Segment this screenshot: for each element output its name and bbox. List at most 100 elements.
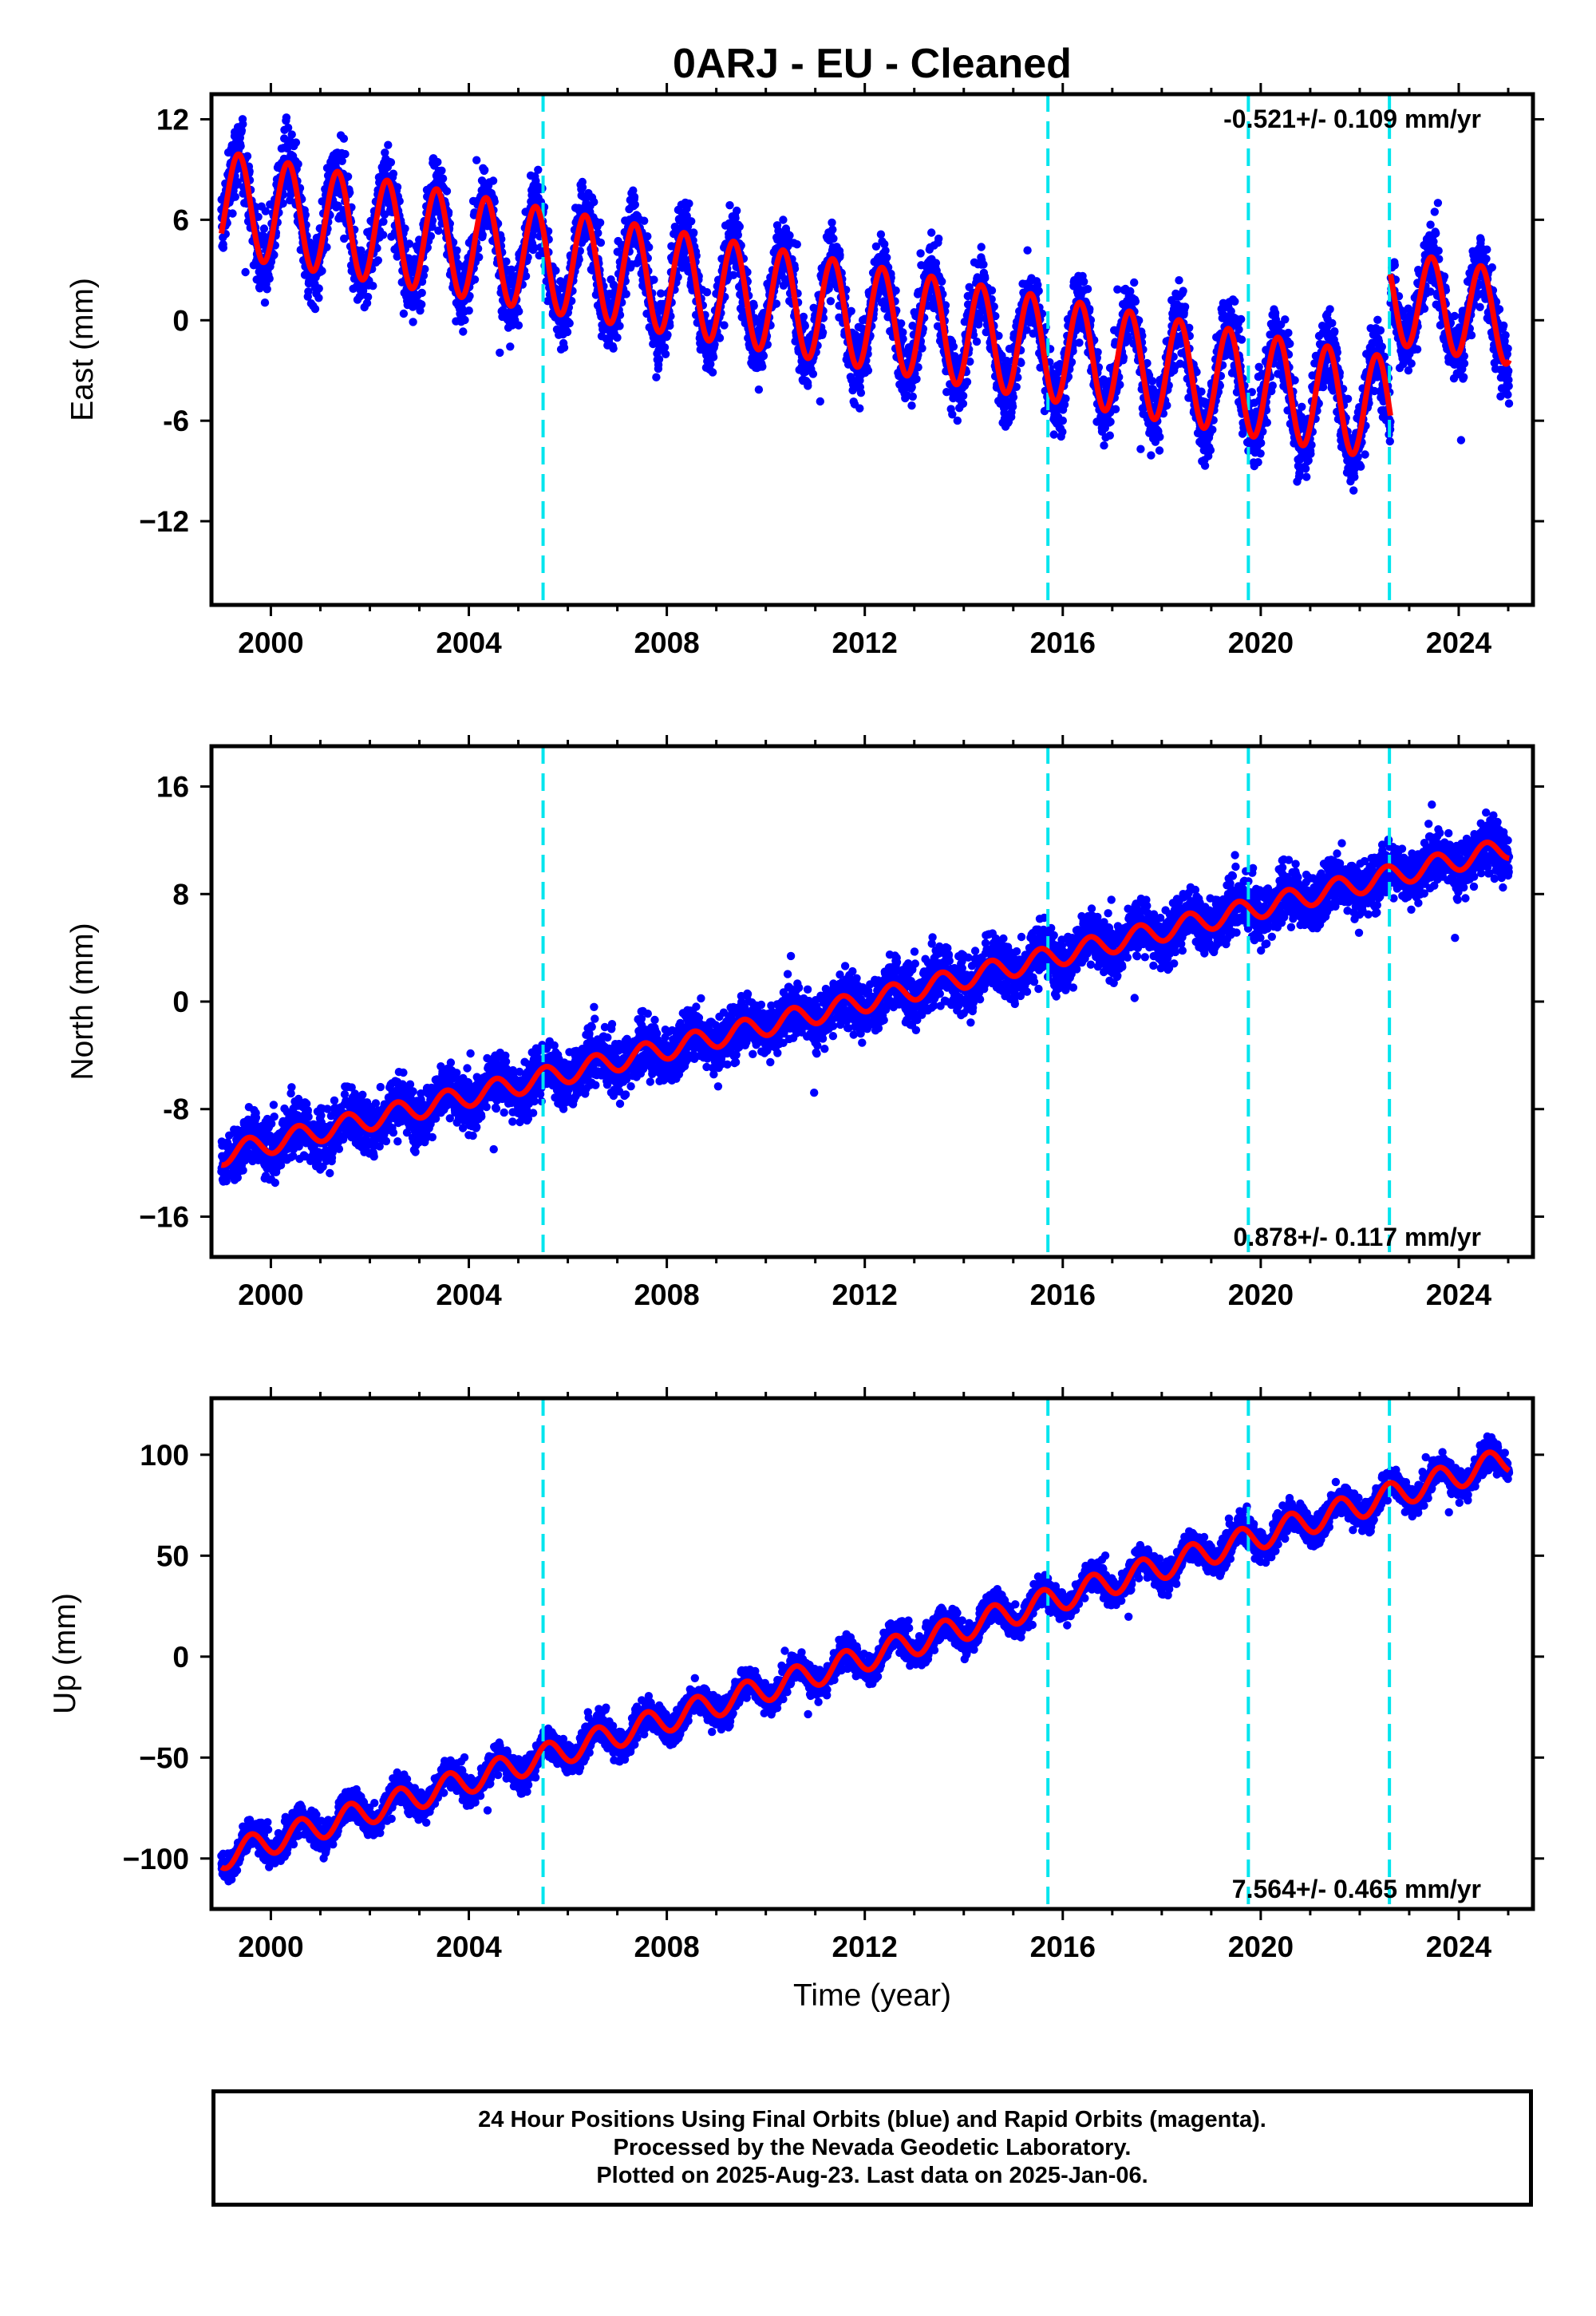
east-data-point (685, 199, 693, 208)
east-panel: 2000 2004 2008 2012 2016 2020 20241260-6−12Eas… (65, 83, 1544, 659)
east-data-point (393, 183, 402, 192)
east-data-point (808, 370, 818, 378)
east-data-point (1061, 394, 1070, 403)
east-data-point (578, 183, 587, 192)
east-data-point (219, 243, 227, 252)
east-data-point (478, 231, 487, 239)
east-data-point (855, 404, 864, 413)
east-data-point (559, 343, 569, 352)
east-data-point (437, 166, 446, 175)
east-plot-area (217, 94, 1514, 605)
east-data-point (792, 240, 801, 249)
east-data-point (386, 158, 396, 167)
east-data-point (912, 374, 921, 384)
east-data-point (551, 266, 560, 275)
east-data-point (927, 228, 936, 237)
east-data-point (310, 304, 320, 314)
east-data-point (480, 165, 489, 175)
east-data-point (630, 200, 639, 209)
east-data-point (1034, 287, 1043, 295)
east-data-point (506, 342, 515, 351)
east-data-point (715, 334, 725, 342)
east-data-point (442, 187, 452, 196)
east-data-point (507, 265, 516, 274)
east-data-point (428, 223, 437, 231)
east-data-point (1262, 418, 1272, 427)
east-data-point (304, 287, 313, 296)
east-data-point (228, 209, 237, 218)
east-data-point (654, 355, 664, 364)
east-data-point (818, 328, 828, 337)
east-data-point (563, 327, 572, 337)
east-data-point (496, 348, 504, 358)
east-data-point (521, 271, 531, 281)
east-data-point (399, 309, 409, 318)
east-data-point (369, 282, 377, 290)
east-data-point (488, 176, 498, 185)
east-data-point (565, 318, 574, 328)
east-data-point (916, 249, 925, 258)
east-data-point (918, 344, 926, 353)
east-data-point (472, 156, 481, 164)
east-data-point (1049, 430, 1058, 439)
east-data-point (1008, 402, 1017, 411)
east-data-point (279, 199, 287, 208)
east-data-point (622, 290, 630, 298)
east-data-point (1286, 339, 1294, 348)
east-data-point (749, 302, 758, 310)
east-data-point (702, 288, 712, 297)
east-data-point (502, 257, 511, 266)
east-data-point (708, 368, 717, 377)
east-data-point (261, 207, 270, 215)
east-data-point (856, 389, 866, 397)
east-data-point (891, 286, 900, 295)
east-data-point (897, 319, 906, 328)
east-data-point (1163, 401, 1171, 410)
east-data-point (1111, 405, 1120, 413)
east-data-point (1235, 325, 1243, 334)
east-data-point (1206, 445, 1215, 455)
east-data-point (1257, 438, 1266, 448)
east-data-point (883, 253, 891, 262)
east-data-point (709, 353, 718, 362)
east-data-point (1106, 417, 1115, 426)
east-data-point (1231, 297, 1239, 306)
east-data-point (254, 212, 263, 221)
east-data-point (953, 416, 962, 425)
east-data-point (282, 113, 291, 122)
east-data-point (931, 259, 941, 267)
east-data-point (515, 307, 523, 316)
east-data-point (241, 267, 250, 277)
east-data-point (1105, 431, 1115, 440)
east-data-point (645, 243, 654, 251)
east-data-point (977, 243, 986, 251)
east-data-point (459, 327, 468, 336)
east-data-point (735, 222, 744, 231)
east-data-point (291, 138, 301, 147)
east-data-point (934, 234, 943, 243)
east-data-point (405, 239, 414, 248)
east-data-point (416, 306, 425, 315)
east-data-point (343, 172, 353, 181)
east-data-point (421, 265, 429, 274)
east-data-point (1179, 287, 1187, 295)
east-data-point (949, 342, 958, 351)
east-data-point (260, 298, 270, 307)
east-data-point (733, 206, 741, 215)
east-data-point (322, 243, 331, 251)
east-data-point (908, 392, 918, 401)
east-data-point (1147, 451, 1156, 460)
east-data-point (475, 253, 484, 262)
east-data-point (237, 126, 247, 135)
east-data-point (426, 231, 436, 241)
east-data-point (720, 321, 729, 330)
east-data-point (1254, 458, 1262, 467)
east-data-point (759, 351, 768, 361)
east-data-point (754, 385, 764, 394)
east-data-point (528, 231, 537, 239)
east-data-point (590, 197, 598, 207)
east-data-point (1155, 446, 1164, 455)
east-data-point (470, 275, 480, 284)
east-data-point (772, 299, 781, 308)
